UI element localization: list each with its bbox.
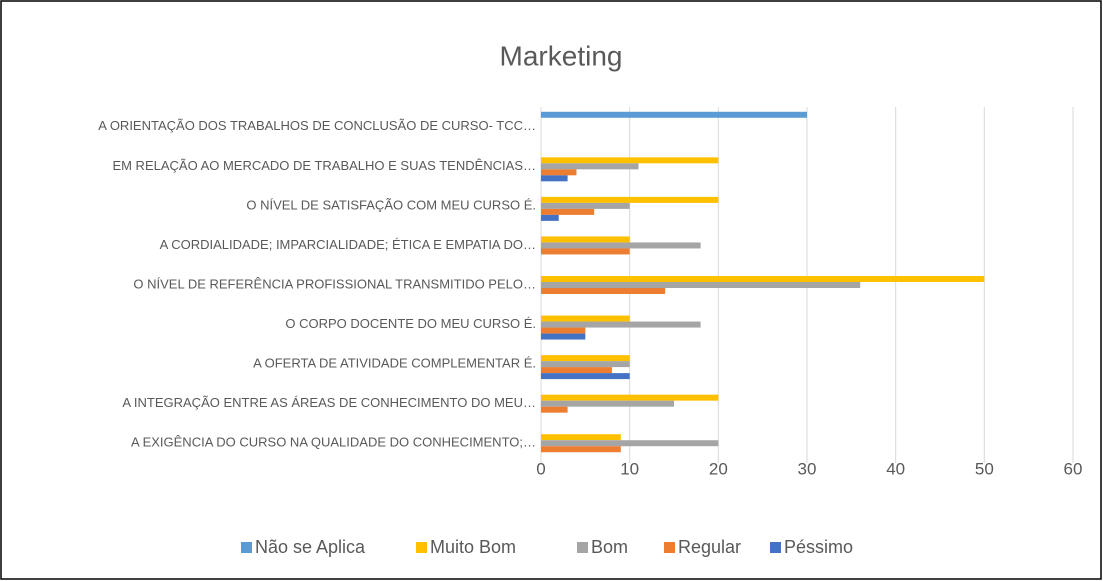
- bar: [541, 276, 985, 282]
- bar: [541, 157, 719, 164]
- y-tick-label: A CORDIALIDADE; IMPARCIALIDADE; ÉTICA E …: [160, 237, 536, 252]
- bar: [541, 248, 630, 255]
- bar: [541, 315, 630, 322]
- bar: [541, 333, 586, 340]
- x-tick-label: 0: [536, 459, 545, 478]
- bar: [541, 242, 701, 249]
- x-tick-label: 30: [798, 459, 817, 478]
- x-tick-label: 10: [620, 459, 639, 478]
- x-tick-label: 50: [975, 459, 994, 478]
- bar: [541, 440, 719, 447]
- bar: [541, 282, 861, 288]
- legend-label: Muito Bom: [430, 537, 516, 557]
- x-tick-label: 20: [709, 459, 728, 478]
- y-tick-label: O CORPO DOCENTE DO MEU CURSO É.: [285, 316, 536, 331]
- legend-swatch: [770, 542, 781, 553]
- bar: [541, 394, 719, 401]
- bar: [541, 111, 807, 118]
- legend-swatch: [241, 542, 252, 553]
- y-tick-label: EM RELAÇÃO AO MERCADO DE TRABALHO E SUAS…: [112, 158, 536, 173]
- bar: [541, 288, 666, 294]
- bar: [541, 355, 630, 362]
- bar: [541, 236, 630, 243]
- legend-label: Bom: [591, 537, 628, 557]
- legend-swatch: [577, 542, 588, 553]
- bar: [541, 202, 630, 209]
- y-tick-label: A INTEGRAÇÃO ENTRE AS ÁREAS DE CONHECIME…: [122, 395, 536, 410]
- bar: [541, 169, 577, 176]
- x-tick-label: 60: [1064, 459, 1083, 478]
- legend-label: Não se Aplica: [255, 537, 366, 557]
- bar: [541, 367, 612, 374]
- legend-swatch: [664, 542, 675, 553]
- x-tick-label: 40: [886, 459, 905, 478]
- bar: [541, 400, 674, 407]
- y-tick-label: O NÍVEL DE REFERÊNCIA PROFISSIONAL TRANS…: [133, 276, 536, 291]
- legend-swatch: [416, 542, 427, 553]
- bar: [541, 175, 568, 182]
- bar: [541, 406, 568, 413]
- bar: [541, 214, 559, 221]
- legend-label: Regular: [678, 537, 741, 557]
- y-tick-label: O NÍVEL DE SATISFAÇÃO COM MEU CURSO É.: [246, 197, 536, 212]
- bar: [541, 361, 630, 368]
- bar: [541, 446, 621, 453]
- y-tick-label: A ORIENTAÇÃO DOS TRABALHOS DE CONCLUSÃO …: [98, 118, 536, 133]
- bar: [541, 196, 719, 203]
- bar: [541, 208, 595, 215]
- bar: [541, 327, 586, 334]
- bar: [541, 163, 639, 170]
- bar: [541, 321, 701, 328]
- y-tick-label: A EXIGÊNCIA DO CURSO NA QUALIDADE DO CON…: [131, 435, 536, 450]
- y-tick-label: A OFERTA DE ATIVIDADE COMPLEMENTAR É.: [253, 356, 536, 371]
- bar: [541, 373, 630, 380]
- chart-title: Marketing: [500, 40, 623, 71]
- bar: [541, 434, 621, 441]
- legend-label: Péssimo: [784, 537, 853, 557]
